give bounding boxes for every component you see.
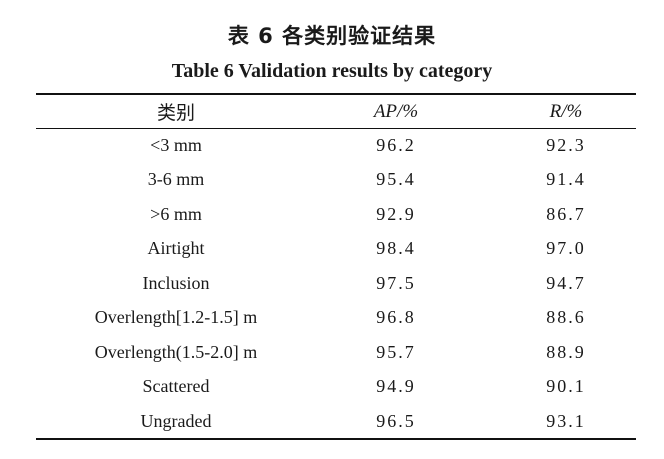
r-cell: 88.6 [546, 307, 586, 328]
ap-cell: 94.9 [376, 376, 416, 397]
top-rule [36, 93, 636, 95]
r-cell: 90.1 [546, 376, 586, 397]
r-cell: 93.1 [546, 410, 586, 431]
ap-cell: 95.4 [376, 169, 416, 190]
table-row: >6 mm 92.9 86.7 [36, 197, 636, 232]
table-title-chinese: 表 6 各类别验证结果 [227, 24, 437, 48]
validation-results-table: 类别 AP/% R/% <3 mm 96.2 92.3 3-6 mm 95.4 91.4 >… [36, 95, 636, 439]
r-cell: 94.7 [546, 272, 586, 293]
bottom-rule [36, 438, 636, 440]
header-r: R/% [549, 100, 583, 122]
category-cell: >6 mm [150, 203, 202, 224]
table-row: 3-6 mm 95.4 91.4 [36, 163, 636, 198]
table-body: <3 mm 96.2 92.3 3-6 mm 95.4 91.4 >6 mm 92.9 86.7… [36, 128, 636, 439]
ap-cell: 96.5 [376, 410, 416, 431]
table-row: Overlength[1.2-1.5] m 96.8 88.6 [36, 301, 636, 336]
category-cell: <3 mm [150, 134, 202, 155]
header-ap: AP/% [373, 100, 419, 122]
category-cell: 3-6 mm [147, 169, 205, 190]
table-header-row: 类别 AP/% R/% [36, 95, 636, 128]
r-cell: 97.0 [546, 238, 586, 259]
ap-cell: 96.2 [376, 134, 416, 155]
ap-cell: 97.5 [376, 272, 416, 293]
table-row: <3 mm 96.2 92.3 [36, 128, 636, 163]
r-cell: 91.4 [546, 169, 586, 190]
table-row: Scattered 94.9 90.1 [36, 370, 636, 405]
category-cell: Overlength(1.5-2.0] m [94, 341, 258, 362]
table-row: Ungraded 96.5 93.1 [36, 404, 636, 439]
header-category: 类别 [156, 103, 195, 124]
ap-cell: 95.7 [376, 341, 416, 362]
ap-cell: 98.4 [376, 238, 416, 259]
table-row: Inclusion 97.5 94.7 [36, 266, 636, 301]
category-cell: Scattered [142, 376, 210, 397]
table-title-english: Table 6 Validation results by category [171, 60, 493, 82]
category-cell: Airtight [147, 238, 205, 259]
table-row: Airtight 98.4 97.0 [36, 232, 636, 267]
ap-cell: 92.9 [376, 203, 416, 224]
table-row: Overlength(1.5-2.0] m 95.7 88.9 [36, 335, 636, 370]
r-cell: 88.9 [546, 341, 586, 362]
ap-cell: 96.8 [376, 307, 416, 328]
header-rule [36, 128, 636, 129]
category-cell: Inclusion [142, 272, 210, 293]
r-cell: 92.3 [546, 134, 586, 155]
category-cell: Overlength[1.2-1.5] m [94, 307, 258, 328]
category-cell: Ungraded [140, 410, 212, 431]
r-cell: 86.7 [546, 203, 586, 224]
